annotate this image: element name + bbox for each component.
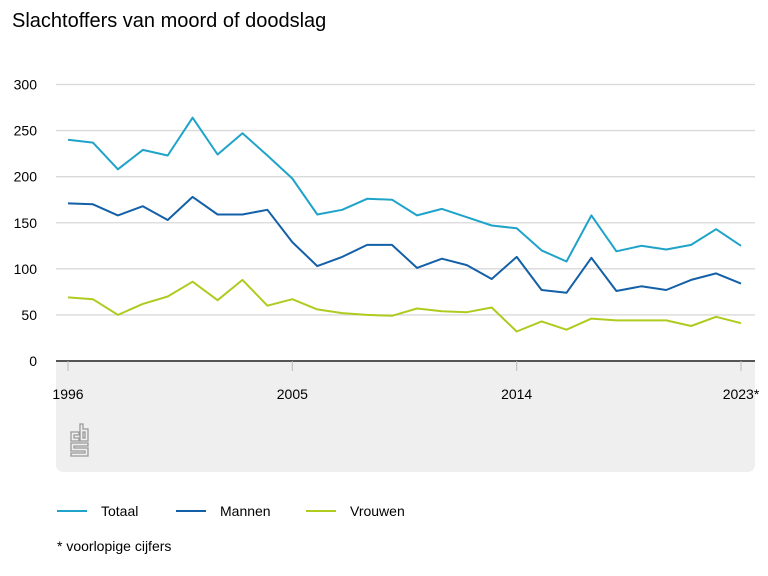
line-chart: 0 50 100 150 200 250 300 1996 2005 2014 2023*: [14, 77, 760, 472]
legend-swatch: [306, 510, 336, 512]
y-tick-label: 0: [29, 353, 37, 369]
y-tick-label: 250: [14, 123, 38, 139]
series-line-mannen: [67, 195, 742, 294]
y-tick-label: 200: [14, 169, 38, 185]
legend-swatch: [57, 510, 87, 512]
footnote: * voorlopige cijfers: [57, 538, 172, 554]
y-tick-label: 150: [14, 215, 38, 231]
y-tick-label: 100: [14, 261, 38, 277]
series-line-totaal: [67, 116, 742, 263]
legend-label: Mannen: [220, 503, 271, 519]
legend-swatch: [176, 510, 206, 512]
y-tick-label: 50: [21, 307, 37, 323]
x-tick-label: 2023*: [723, 386, 760, 402]
legend-item-mannen: Mannen: [176, 503, 271, 519]
cbs-logo-icon: [70, 423, 89, 457]
x-tick-label: 2014: [501, 386, 532, 402]
series-line-vrouwen: [67, 278, 742, 333]
chart-title: Slachtoffers van moord of doodslag: [12, 10, 327, 32]
x-tick-label: 2005: [277, 386, 308, 402]
legend-label: Totaal: [101, 503, 139, 519]
x-axis-panel: [56, 362, 755, 472]
y-tick-label: 300: [14, 77, 38, 93]
legend-item-totaal: Totaal: [57, 503, 138, 519]
legend-label: Vrouwen: [350, 503, 405, 519]
legend-item-vrouwen: Vrouwen: [306, 503, 405, 519]
x-tick-label: 1996: [52, 386, 83, 402]
